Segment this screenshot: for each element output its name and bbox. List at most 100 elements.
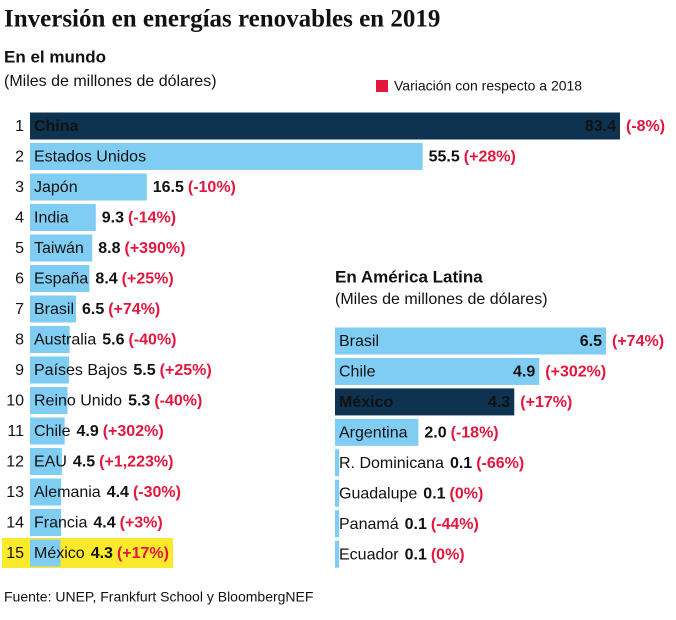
bar <box>30 265 90 292</box>
bar <box>30 234 93 262</box>
category-label: Países Bajos <box>34 362 127 379</box>
value-label: 55.5 <box>429 149 460 166</box>
bar <box>30 417 65 445</box>
change-label: (-14%) <box>128 210 176 227</box>
chart-title: En América Latina <box>335 267 483 286</box>
rank-label: 8 <box>15 332 24 349</box>
change-label: (-40%) <box>129 332 177 349</box>
bar <box>335 510 340 538</box>
change-label: (+74%) <box>612 333 664 350</box>
rank-label: 13 <box>6 484 24 501</box>
category-label: Chile <box>34 423 71 440</box>
bar <box>335 540 340 568</box>
category-label: Japón <box>34 179 78 196</box>
rank-label: 12 <box>6 454 24 471</box>
rank-label: 1 <box>15 118 24 135</box>
value-label: 4.5 <box>73 454 95 471</box>
bar <box>30 448 62 475</box>
change-label: (+25%) <box>160 362 212 379</box>
chart-subtitle: (Miles de millones de dólares) <box>335 291 548 308</box>
category-label: España <box>34 271 88 288</box>
rank-label: 4 <box>15 210 24 227</box>
category-label: Panamá <box>339 516 399 533</box>
bar <box>335 327 606 355</box>
category-label: Ecuador <box>339 546 399 563</box>
chart-subtitle: (Miles de millones de dólares) <box>4 73 217 90</box>
bar <box>30 112 620 140</box>
value-label: 8.8 <box>98 240 120 257</box>
change-label: (+17%) <box>520 394 572 411</box>
value-label: 4.4 <box>107 484 129 501</box>
bar <box>335 418 419 446</box>
bar <box>30 295 76 323</box>
value-label: 5.3 <box>128 393 150 410</box>
bar <box>30 204 96 231</box>
bar <box>30 143 423 170</box>
change-label: (+302%) <box>103 423 164 440</box>
value-label: 0.1 <box>423 485 445 502</box>
value-label: 16.5 <box>153 179 184 196</box>
value-label: 8.4 <box>95 271 117 288</box>
rank-label: 10 <box>6 393 24 410</box>
value-label: 9.3 <box>102 210 124 227</box>
legend-label: Variación con respecto a 2018 <box>394 78 582 94</box>
category-label: Taiwán <box>34 240 84 257</box>
category-label: Alemania <box>34 484 101 501</box>
category-label: Argentina <box>339 425 408 442</box>
rank-label: 11 <box>7 423 24 440</box>
bar <box>30 539 61 567</box>
change-label: (+17%) <box>117 545 169 562</box>
category-label: China <box>34 118 79 135</box>
category-label: México <box>34 545 85 562</box>
change-label: (+28%) <box>464 149 516 166</box>
rank-label: 6 <box>15 271 24 288</box>
rank-label: 9 <box>15 362 24 379</box>
change-label: (+74%) <box>108 301 160 318</box>
change-label: (+302%) <box>545 364 606 381</box>
category-label: Estados Unidos <box>34 149 146 166</box>
change-label: (-44%) <box>431 516 479 533</box>
change-label: (+390%) <box>125 240 186 257</box>
category-label: R. Dominicana <box>339 455 444 472</box>
value-label: 4.3 <box>91 545 113 562</box>
page-title: Inversión en energías renovables en 2019 <box>4 6 440 33</box>
change-label: (-18%) <box>451 425 499 442</box>
bar <box>30 478 62 506</box>
category-label: Australia <box>34 332 96 349</box>
change-label: (-40%) <box>154 393 202 410</box>
bar <box>30 326 70 353</box>
bar <box>30 356 69 384</box>
value-label: 4.9 <box>76 423 98 440</box>
legend-swatch <box>376 80 388 92</box>
change-label: (-8%) <box>626 118 665 135</box>
value-label: 0.1 <box>450 455 472 472</box>
rank-label: 5 <box>15 240 24 257</box>
category-label: Reino Unido <box>34 393 122 410</box>
rank-label: 14 <box>6 515 24 532</box>
value-label: 0.1 <box>405 516 427 533</box>
rank-label: 7 <box>15 301 24 318</box>
category-label: México <box>339 394 393 411</box>
change-label: (-10%) <box>188 179 236 196</box>
bar <box>335 357 540 385</box>
value-label: 5.5 <box>133 362 155 379</box>
change-label: (+25%) <box>122 271 174 288</box>
bar <box>335 479 340 507</box>
category-label: India <box>34 210 69 227</box>
rank-label: 15 <box>6 545 24 562</box>
change-label: (-66%) <box>476 455 524 472</box>
category-label: EAU <box>34 454 67 471</box>
change-label: (0%) <box>431 546 465 563</box>
value-label: 2.0 <box>424 425 446 442</box>
rank-label: 2 <box>15 149 24 166</box>
bar <box>335 388 515 416</box>
value-label: 6.5 <box>580 333 602 350</box>
value-label: 0.1 <box>405 546 427 563</box>
bar <box>30 173 147 201</box>
change-label: (0%) <box>450 485 484 502</box>
value-label: 5.6 <box>102 332 124 349</box>
category-label: Francia <box>34 515 87 532</box>
category-label: Chile <box>339 364 376 381</box>
bar <box>30 387 68 414</box>
